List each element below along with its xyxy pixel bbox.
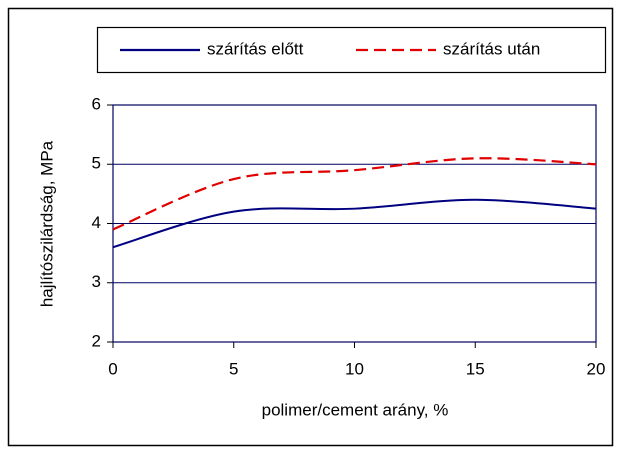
- legend-label: szárítás után: [443, 39, 540, 58]
- series-line: [112, 198, 597, 249]
- x-axis-title: polimer/cement arány, %: [262, 400, 449, 419]
- series-line: [112, 157, 597, 231]
- y-tick-label: 2: [92, 331, 101, 350]
- y-axis-title: hajlítószilárdság, MPa: [37, 140, 56, 307]
- y-tick-label: 6: [92, 94, 101, 113]
- legend-label: szárítás előtt: [207, 39, 304, 58]
- x-tick-label: 5: [229, 359, 238, 378]
- y-tick-label: 5: [92, 154, 101, 173]
- x-tick-label: 10: [345, 359, 364, 378]
- y-tick-label: 4: [92, 213, 101, 232]
- y-tick-label: 3: [92, 272, 101, 291]
- x-tick-label: 20: [587, 359, 606, 378]
- plot-border: [112, 104, 597, 343]
- x-tick-label: 15: [466, 359, 485, 378]
- x-tick-label: 0: [108, 359, 117, 378]
